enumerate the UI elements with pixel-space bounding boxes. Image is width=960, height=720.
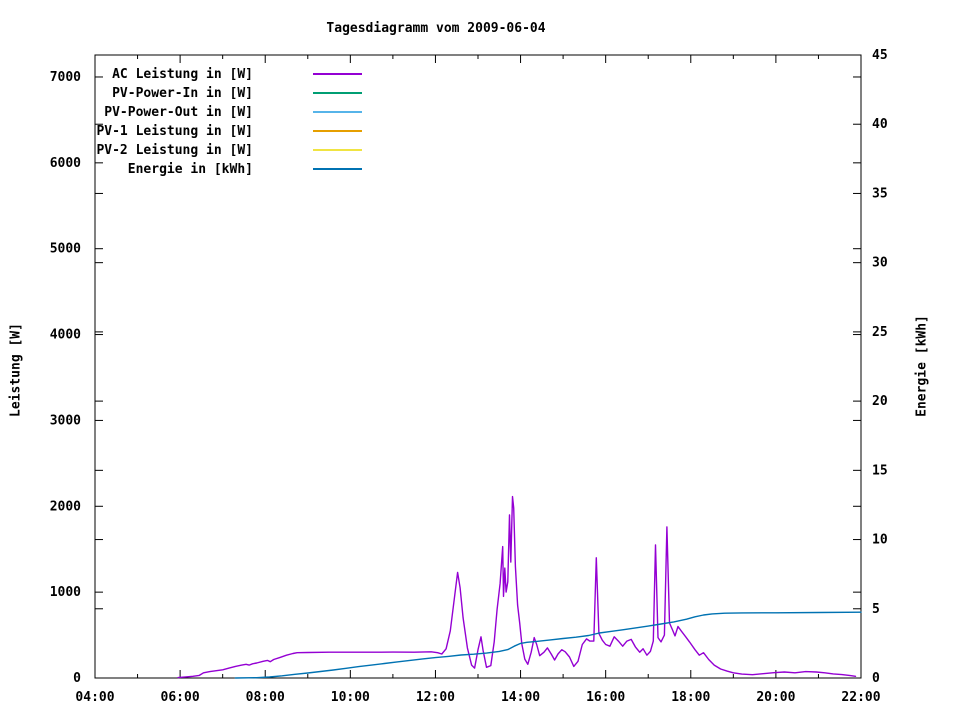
x-tick-label: 12:00: [416, 690, 455, 705]
x-tick-label: 06:00: [161, 690, 200, 705]
y-left-tick-label: 0: [73, 671, 81, 686]
y-right-tick-label: 20: [872, 394, 888, 409]
x-tick-label: 04:00: [75, 690, 114, 705]
legend-label: PV-Power-In in [W]: [112, 86, 253, 101]
series-energie-in-kwh-: [234, 611, 862, 679]
y-left-tick-label: 4000: [50, 328, 81, 343]
y-right-tick-label: 40: [872, 117, 888, 132]
x-tick-label: 10:00: [331, 690, 370, 705]
y-right-tick-label: 5: [872, 602, 880, 617]
y-right-tick-label: 15: [872, 463, 888, 478]
x-tick-label: 18:00: [671, 690, 710, 705]
y-left-tick-label: 5000: [50, 242, 81, 257]
legend-label: Energie in [kWh]: [128, 162, 253, 177]
y-right-tick-label: 30: [872, 256, 888, 271]
y-right-tick-label: 0: [872, 671, 880, 686]
x-tick-label: 16:00: [586, 690, 625, 705]
y-right-tick-label: 45: [872, 48, 888, 63]
y-left-tick-label: 2000: [50, 499, 81, 514]
x-tick-label: 22:00: [841, 690, 880, 705]
legend-label: PV-1 Leistung in [W]: [96, 124, 253, 139]
x-tick-label: 08:00: [246, 690, 285, 705]
x-tick-label: 20:00: [756, 690, 795, 705]
chart-title: Tagesdiagramm vom 2009-06-04: [326, 21, 546, 36]
y-right-tick-label: 10: [872, 533, 888, 548]
legend-label: AC Leistung in [W]: [112, 67, 253, 82]
legend-label: PV-2 Leistung in [W]: [96, 143, 253, 158]
legend-label: PV-Power-Out in [W]: [104, 105, 253, 120]
y-left-tick-label: 3000: [50, 413, 81, 428]
x-tick-label: 14:00: [501, 690, 540, 705]
y-right-tick-label: 25: [872, 325, 888, 340]
y-left-tick-label: 1000: [50, 585, 81, 600]
series-ac-leistung-in-w-: [177, 495, 857, 679]
y-right-tick-label: 35: [872, 186, 888, 201]
y-left-tick-label: 7000: [50, 70, 81, 85]
y-left-tick-label: 6000: [50, 156, 81, 171]
